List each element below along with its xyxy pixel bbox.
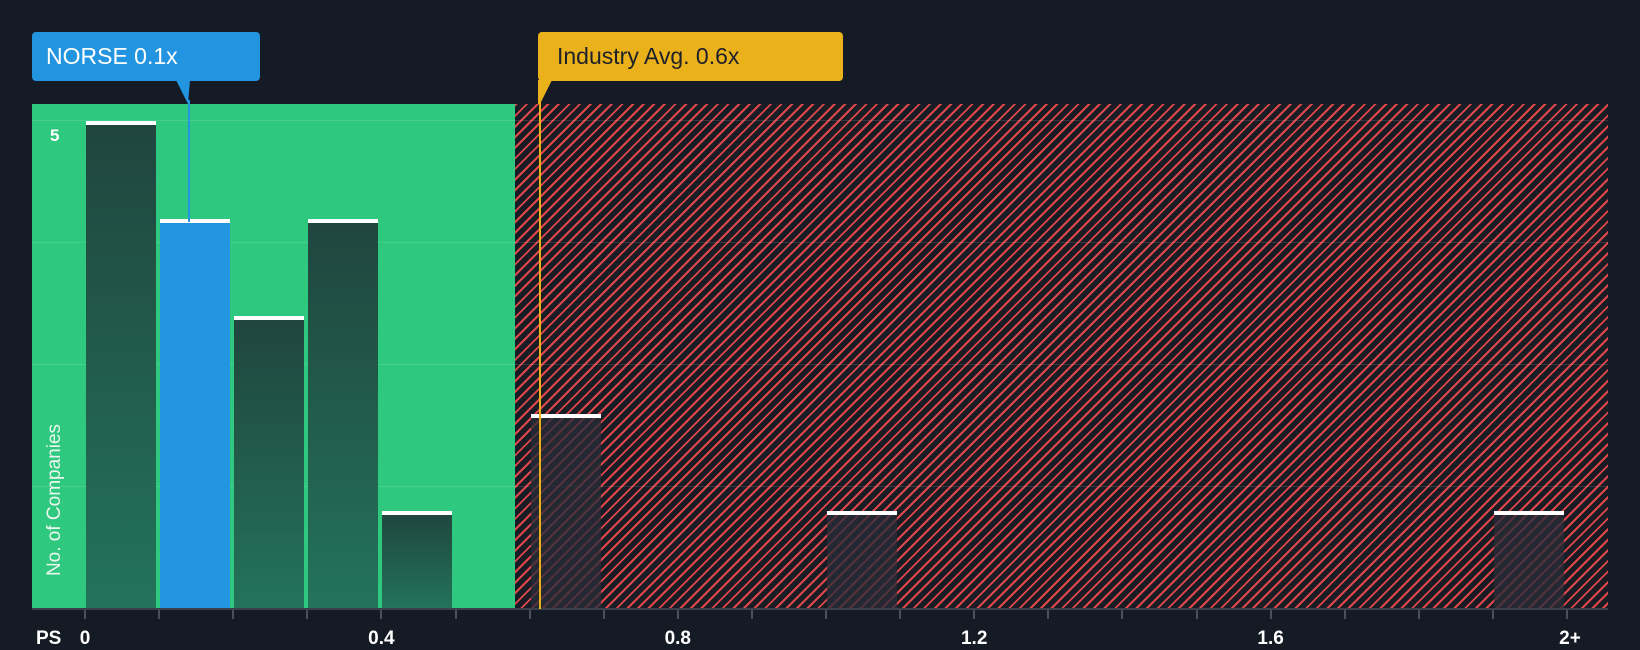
x-tick xyxy=(1047,610,1050,619)
x-tick xyxy=(1195,610,1198,619)
bar-cap xyxy=(160,218,231,223)
x-tick xyxy=(602,610,605,619)
y-tick-5: 5 xyxy=(50,126,60,145)
bar-cap xyxy=(827,511,898,516)
x-tick xyxy=(1491,610,1494,619)
gridline xyxy=(32,486,1608,487)
x-tick xyxy=(676,610,679,619)
zone-bad xyxy=(514,104,1608,609)
industry-marker-line xyxy=(539,100,541,609)
x-tick xyxy=(454,610,457,619)
x-tick xyxy=(1343,610,1346,619)
x-tick xyxy=(1566,610,1568,619)
x-tick xyxy=(1269,610,1272,619)
bar xyxy=(827,511,898,609)
x-tick-label: 0 xyxy=(79,628,91,649)
x-tick-label: 0.4 xyxy=(368,628,395,649)
bar-cap xyxy=(382,511,453,516)
bar xyxy=(530,413,601,609)
x-tick xyxy=(1121,610,1124,619)
x-tick xyxy=(1417,610,1420,619)
x-tick xyxy=(84,610,86,619)
bar-cap xyxy=(1493,511,1564,516)
x-tick-label: 0.8 xyxy=(664,628,691,649)
x-axis-prefix: PS xyxy=(36,628,62,649)
bar xyxy=(86,121,157,609)
x-tick xyxy=(306,610,309,619)
industry-pointer-triangle xyxy=(538,80,552,104)
bar xyxy=(1493,511,1564,609)
x-tick xyxy=(528,610,531,619)
chart-plot-area xyxy=(32,104,1608,609)
bar xyxy=(234,316,305,609)
x-tick xyxy=(750,610,753,619)
industry-callout: Industry Avg. 0.6x xyxy=(538,32,843,81)
company-pointer-triangle xyxy=(176,80,190,104)
x-tick xyxy=(973,610,976,619)
gridline xyxy=(32,364,1608,365)
x-tick xyxy=(899,610,902,619)
bar-cap xyxy=(308,218,379,223)
industry-callout-label: Industry Avg. 0.6x xyxy=(557,43,740,69)
gridline xyxy=(32,120,1608,121)
x-tick xyxy=(380,610,383,619)
x-tick xyxy=(158,610,161,619)
company-marker-line xyxy=(188,100,190,222)
bar-cap xyxy=(86,121,157,125)
x-tick xyxy=(825,610,827,619)
bar-company-bin xyxy=(160,218,231,609)
x-tick-label: 2+ xyxy=(1559,628,1581,649)
x-tick-label: 1.2 xyxy=(960,628,988,649)
x-tick xyxy=(232,610,235,619)
x-axis-line xyxy=(32,608,1608,610)
bar-cap xyxy=(530,413,601,418)
company-callout-label: NORSE 0.1x xyxy=(46,43,178,69)
gridline xyxy=(32,242,1608,243)
x-tick-label: 1.6 xyxy=(1257,628,1284,649)
bar xyxy=(308,218,379,609)
y-axis-title: No. of Companies xyxy=(44,423,65,577)
bar xyxy=(382,511,453,609)
company-callout: NORSE 0.1x xyxy=(32,32,260,81)
bar-cap xyxy=(234,316,305,321)
